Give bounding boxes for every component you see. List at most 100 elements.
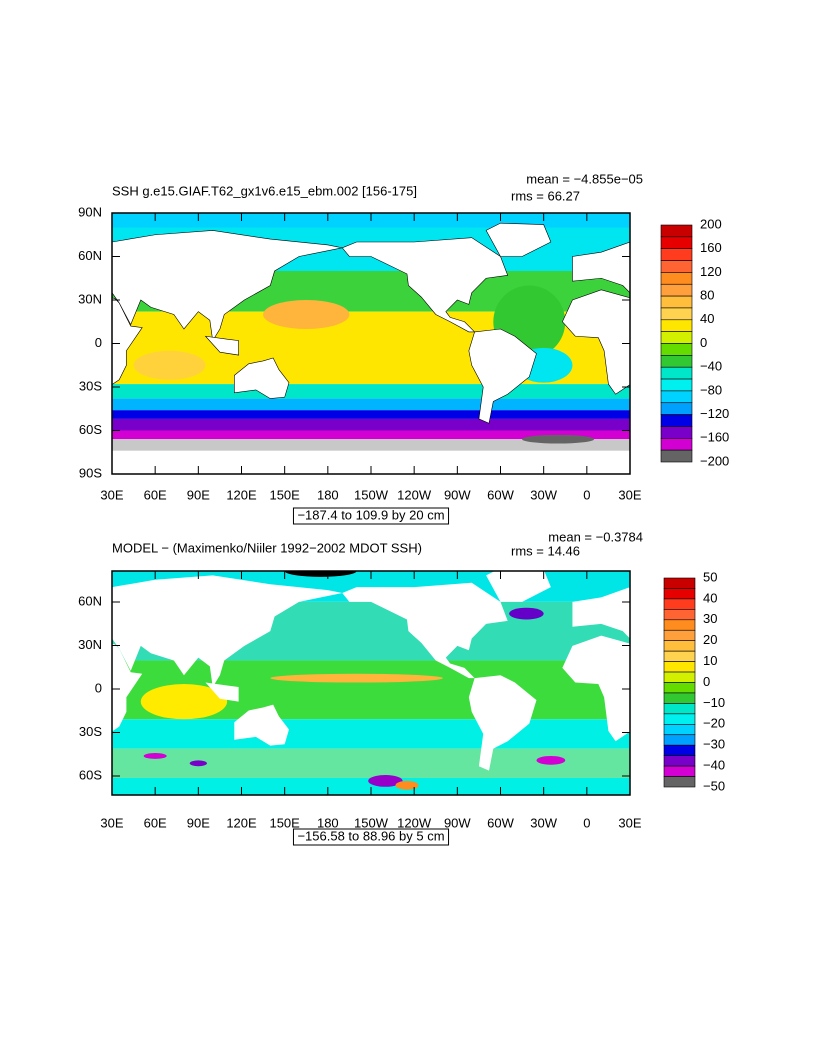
colorbar-box	[660, 295, 693, 309]
colorbar-box	[663, 692, 696, 704]
colorbar-box	[660, 390, 693, 404]
ocean-band	[112, 418, 630, 431]
lat-label: 30S	[79, 378, 102, 393]
lat-label: 60N	[78, 248, 102, 263]
colorbar-box	[663, 713, 696, 725]
colorbar-box	[663, 723, 696, 736]
colorbar-box	[663, 598, 696, 610]
map-panel: SSH g.e15.GIAF.T62_gx1v6.e15_ebm.002 [15…	[78, 171, 729, 525]
colorbar-box	[660, 260, 693, 273]
lat-label: 60S	[79, 422, 102, 437]
colorbar-label: 50	[703, 569, 717, 584]
lon-label: 150W	[354, 487, 389, 502]
lon-label: 30W	[530, 487, 557, 502]
lat-label: 0	[95, 335, 102, 350]
colorbar-box	[663, 734, 696, 746]
colorbar-label: 30	[703, 611, 717, 626]
ocean-band	[112, 439, 630, 451]
lon-label: 30W	[530, 815, 557, 830]
ocean-feature	[368, 775, 403, 787]
lon-label: 30E	[618, 815, 641, 830]
map-title: SSH g.e15.GIAF.T62_gx1v6.e15_ebm.002 [15…	[112, 183, 417, 198]
lat-label: 90N	[78, 204, 102, 219]
colorbar-label: 20	[703, 632, 717, 647]
range-label: −156.58 to 88.96 by 5 cm	[297, 828, 444, 843]
lon-label: 120W	[397, 815, 432, 830]
land	[486, 571, 551, 602]
map-panel: MODEL − (Maximenko/Niiler 1992−2002 MDOT…	[78, 529, 725, 846]
ocean-feature	[133, 350, 206, 380]
colorbar-label: 200	[700, 216, 722, 231]
lon-label: 180	[317, 815, 339, 830]
colorbar-box	[660, 331, 693, 344]
colorbar-box	[660, 343, 693, 356]
lon-label: 120W	[397, 487, 432, 502]
ocean-feature	[189, 760, 207, 767]
colorbar-label: −80	[700, 382, 722, 397]
colorbar-box	[660, 319, 693, 332]
colorbar-label: 120	[700, 264, 722, 279]
lon-label: 120E	[226, 815, 257, 830]
lon-label: 60W	[487, 487, 514, 502]
colorbar-box	[663, 661, 696, 673]
lon-label: 90W	[444, 487, 471, 502]
colorbar-box	[663, 671, 696, 683]
ocean-band	[112, 398, 630, 411]
colorbar-box	[660, 283, 693, 297]
colorbar-label: −200	[700, 453, 729, 468]
land	[562, 289, 630, 395]
colorbar-box	[660, 248, 693, 261]
colorbar-box	[660, 355, 693, 368]
colorbar-box	[660, 414, 693, 427]
colorbar-label: −120	[700, 406, 729, 421]
ocean-band	[112, 384, 630, 399]
land	[485, 222, 552, 257]
colorbar-box	[663, 703, 696, 715]
lon-label: 60E	[144, 815, 167, 830]
colorbar-box	[660, 307, 693, 321]
ocean-feature	[536, 755, 566, 765]
land	[342, 582, 508, 679]
lon-label: 60E	[144, 487, 167, 502]
colorbar-label: −40	[703, 758, 725, 773]
lon-label: 150E	[269, 815, 300, 830]
lon-label: 180	[317, 487, 339, 502]
lon-label: 30E	[618, 487, 641, 502]
ocean-feature	[522, 434, 595, 444]
lon-label: 90E	[187, 815, 210, 830]
land	[112, 643, 143, 732]
land	[468, 328, 537, 424]
lat-label: 30N	[78, 637, 102, 652]
colorbar-label: 80	[700, 288, 714, 303]
ocean-feature	[140, 684, 228, 720]
colorbar-box	[663, 629, 696, 641]
land	[205, 682, 239, 702]
colorbar-box	[660, 402, 693, 415]
ocean-band	[112, 430, 630, 440]
colorbar-box	[663, 682, 696, 694]
colorbar-box	[660, 224, 693, 238]
lat-label: 0	[95, 680, 102, 695]
colorbar-box	[663, 640, 696, 652]
land	[572, 587, 630, 639]
lon-label: 90E	[187, 487, 210, 502]
colorbar-box	[660, 426, 693, 439]
lon-label: 150W	[354, 815, 389, 830]
colorbar-box	[660, 449, 693, 463]
land	[234, 357, 290, 399]
colorbar-label: 0	[700, 335, 707, 350]
colorbar-label: −50	[703, 778, 725, 793]
lon-label: 0	[583, 487, 590, 502]
ocean-feature	[263, 300, 350, 329]
colorbar-label: −30	[703, 737, 725, 752]
colorbar-box	[663, 744, 696, 756]
lat-label: 90S	[79, 465, 102, 480]
rms-label: rms = 66.27	[511, 188, 580, 203]
ocean-feature	[284, 571, 357, 577]
land	[204, 335, 239, 356]
mean-label: mean = −0.3784	[548, 529, 643, 544]
colorbar-label: 40	[700, 311, 714, 326]
lon-label: 30E	[100, 487, 123, 502]
colorbar-box	[663, 588, 696, 600]
